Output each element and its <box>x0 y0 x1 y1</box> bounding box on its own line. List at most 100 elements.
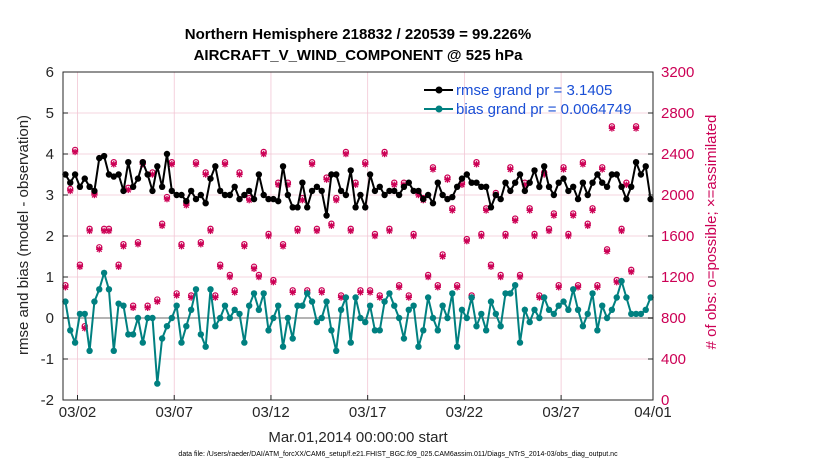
bias-point <box>236 310 243 318</box>
bias-point <box>105 286 113 293</box>
bias-point <box>178 339 185 346</box>
y-right-tick-label: 2000 <box>661 187 694 204</box>
rmse-point <box>584 191 591 199</box>
obs-possible-marker <box>134 238 142 246</box>
obs-possible-marker <box>323 174 330 181</box>
data-file-footnote: data file: /Users/raeder/DAI/ATM_forcXX/… <box>178 451 618 458</box>
rmse-point <box>453 183 461 190</box>
rmse-point <box>473 179 480 186</box>
bias-point <box>439 302 446 309</box>
rmse-point <box>168 187 176 195</box>
rmse-point <box>67 179 74 186</box>
obs-possible-marker <box>202 169 209 176</box>
rmse-point <box>212 163 219 170</box>
bias-point <box>187 306 195 313</box>
obs-possible-marker <box>381 148 388 156</box>
obs-possible-marker <box>226 271 234 279</box>
y-tick-label: 3 <box>46 187 54 204</box>
obs-possible-marker <box>507 164 514 171</box>
rmse-point <box>328 171 335 178</box>
obs-possible-marker <box>560 164 567 171</box>
bias-point <box>144 314 151 322</box>
rmse-point <box>100 152 108 160</box>
bias-point <box>395 314 403 322</box>
bias-point <box>444 314 451 322</box>
bias-point <box>76 310 84 318</box>
rmse-point <box>231 183 238 190</box>
bias-point <box>565 306 572 313</box>
rmse-point <box>420 195 427 203</box>
bias-point <box>67 327 74 334</box>
obs-possible-marker <box>391 179 398 186</box>
y-right-tick-label: 0 <box>661 392 669 409</box>
bias-point <box>589 290 596 297</box>
obs-possible-marker <box>115 261 122 268</box>
rmse-point <box>342 191 350 199</box>
obs-possible-marker <box>76 261 84 268</box>
obs-possible-marker <box>260 148 267 156</box>
obs-possible-marker <box>313 225 321 233</box>
rmse-point <box>154 163 161 170</box>
obs-possible-marker <box>371 230 379 238</box>
bias-point <box>449 290 456 297</box>
obs-possible-marker <box>110 158 117 166</box>
rmse-point <box>129 183 137 190</box>
obs-possible-marker <box>105 225 113 233</box>
bias-point <box>599 302 606 309</box>
obs-possible-marker <box>231 287 238 294</box>
rmse-series <box>62 150 654 219</box>
bias-point <box>482 327 490 334</box>
obs-possible-marker <box>308 158 316 166</box>
bias-point <box>284 314 292 322</box>
rmse-point <box>497 195 504 203</box>
bias-point <box>502 290 509 297</box>
bias-point <box>381 298 388 305</box>
bias-point <box>294 302 301 309</box>
bias-point <box>391 302 398 309</box>
obs-possible-marker <box>434 282 441 289</box>
bias-point <box>158 335 166 342</box>
bias-point <box>603 314 611 322</box>
obs-possible-marker <box>357 287 364 294</box>
rmse-point <box>299 179 306 186</box>
bias-point <box>245 302 253 309</box>
rmse-point <box>429 200 437 207</box>
legend-rmse-label: rmse grand pr = 3.1405 <box>456 82 612 99</box>
bias-point <box>613 294 620 301</box>
obs-possible-marker <box>599 164 606 171</box>
bias-point <box>115 300 122 307</box>
bias-point <box>507 290 514 297</box>
rmse-point <box>545 183 553 190</box>
bias-point <box>487 298 495 305</box>
rmse-point <box>594 171 601 178</box>
obs-possible-marker <box>197 238 205 246</box>
rmse-point <box>105 171 113 178</box>
bias-point <box>62 298 69 305</box>
bias-point <box>628 310 635 318</box>
obs-possible-marker <box>333 194 340 202</box>
bias-point <box>299 302 306 309</box>
rmse-point <box>478 183 485 190</box>
bias-point <box>526 318 533 326</box>
bias-point <box>231 306 238 313</box>
obs-possible-marker <box>574 282 582 289</box>
bias-point <box>275 302 282 309</box>
y-tick-label: -1 <box>41 351 54 368</box>
bias-point <box>202 343 209 350</box>
bias-point <box>250 290 258 297</box>
rmse-point <box>555 179 562 186</box>
obs-possible-marker <box>294 225 301 233</box>
obs-possible-marker <box>347 225 354 233</box>
rmse-point <box>366 171 374 178</box>
rmse-point <box>337 187 345 195</box>
rmse-point <box>294 204 301 211</box>
obs-possible-marker <box>439 251 446 258</box>
bias-point <box>313 318 321 326</box>
obs-possible-marker <box>594 282 601 289</box>
bias-point <box>357 314 364 322</box>
obs-possible-marker <box>250 263 258 270</box>
obs-possible-marker <box>318 287 325 294</box>
chart-subtitle: AIRCRAFT_V_WIND_COMPONENT @ 525 hPa <box>194 47 524 64</box>
bias-point <box>570 286 577 293</box>
obs-possible-marker <box>158 220 166 227</box>
